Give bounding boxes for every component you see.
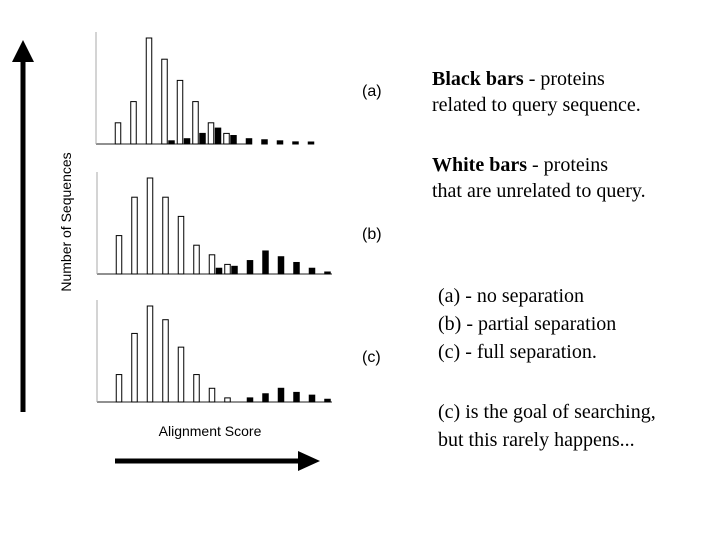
unrelated-bar xyxy=(193,244,200,275)
related-bar xyxy=(215,267,223,275)
x-axis-title: Alignment Score xyxy=(159,423,262,439)
unrelated-bar xyxy=(131,332,138,403)
related-bar xyxy=(293,261,300,275)
goal-line2: but this rarely happens... xyxy=(438,429,635,451)
unrelated-bar xyxy=(145,37,153,145)
unrelated-bar xyxy=(176,79,184,145)
white-bars-note: White bars - proteins that are unrelated… xyxy=(432,152,646,204)
panel-label-a: (a) xyxy=(362,83,382,100)
related-bar xyxy=(231,265,238,275)
y-axis-arrow xyxy=(12,40,34,412)
black-bars-line2: related to query sequence. xyxy=(432,94,641,116)
black-bars-rest: - proteins xyxy=(523,68,605,90)
x-axis-arrow xyxy=(115,451,320,471)
unrelated-bar xyxy=(207,122,215,145)
related-bar xyxy=(307,141,315,145)
legend-a: (a) - no separation xyxy=(438,285,585,307)
related-bar xyxy=(308,267,316,275)
unrelated-bar xyxy=(208,387,216,403)
goal-note: (c) is the goal of searching, but this r… xyxy=(438,398,656,454)
unrelated-bar xyxy=(223,132,230,145)
unrelated-bar xyxy=(177,215,185,275)
related-bar xyxy=(245,138,253,145)
related-bar xyxy=(246,260,254,275)
related-bar xyxy=(262,250,269,275)
white-bars-line2: that are unrelated to query. xyxy=(432,180,646,202)
panel-label-b: (b) xyxy=(362,226,382,243)
unrelated-bar xyxy=(115,374,123,403)
related-bar xyxy=(199,132,206,145)
unrelated-bar xyxy=(177,346,185,403)
white-bars-rest: - proteins xyxy=(527,154,609,176)
histogram-panel-b: (b) xyxy=(96,172,382,275)
related-bar xyxy=(183,138,191,145)
unrelated-bar xyxy=(224,263,231,275)
legend-c: (c) - full separation. xyxy=(438,341,597,363)
related-bar xyxy=(246,397,254,403)
histogram-panels: (a) (b) (c) xyxy=(95,32,382,403)
unrelated-bar xyxy=(162,196,169,275)
black-bars-note: Black bars - proteins related to query s… xyxy=(432,66,641,118)
related-bar xyxy=(277,256,285,275)
unrelated-bar xyxy=(161,58,168,145)
white-bars-bold: White bars xyxy=(432,154,527,176)
legend-b: (b) - partial separation xyxy=(438,313,617,335)
related-bar xyxy=(292,141,299,145)
separation-legend: (a) - no separation (b) - partial separa… xyxy=(438,282,616,366)
black-bars-bold: Black bars xyxy=(432,68,524,90)
unrelated-bar xyxy=(146,305,154,403)
unrelated-bar xyxy=(146,177,154,275)
unrelated-bar xyxy=(224,397,231,403)
histogram-panel-c: (c) xyxy=(96,300,381,403)
unrelated-bar xyxy=(131,196,138,275)
related-bar xyxy=(261,139,268,145)
unrelated-bar xyxy=(115,235,123,275)
unrelated-bar xyxy=(130,101,137,145)
related-bar xyxy=(230,135,237,145)
unrelated-bar xyxy=(114,122,122,145)
unrelated-bar xyxy=(162,319,169,403)
related-bar xyxy=(214,127,222,145)
related-bar xyxy=(293,391,300,403)
related-bar xyxy=(277,387,285,403)
related-bar xyxy=(276,140,284,145)
panel-label-c: (c) xyxy=(362,349,381,366)
related-bar xyxy=(324,271,331,275)
goal-line1: (c) is the goal of searching, xyxy=(438,401,656,423)
related-bar xyxy=(262,393,269,403)
histogram-panel-a: (a) xyxy=(95,32,382,145)
y-axis-title: Number of Sequences xyxy=(58,152,74,291)
related-bar xyxy=(324,398,331,403)
related-bar xyxy=(168,140,175,145)
unrelated-bar xyxy=(192,101,199,145)
related-bar xyxy=(308,394,316,403)
unrelated-bar xyxy=(208,254,216,275)
unrelated-bar xyxy=(193,374,200,403)
